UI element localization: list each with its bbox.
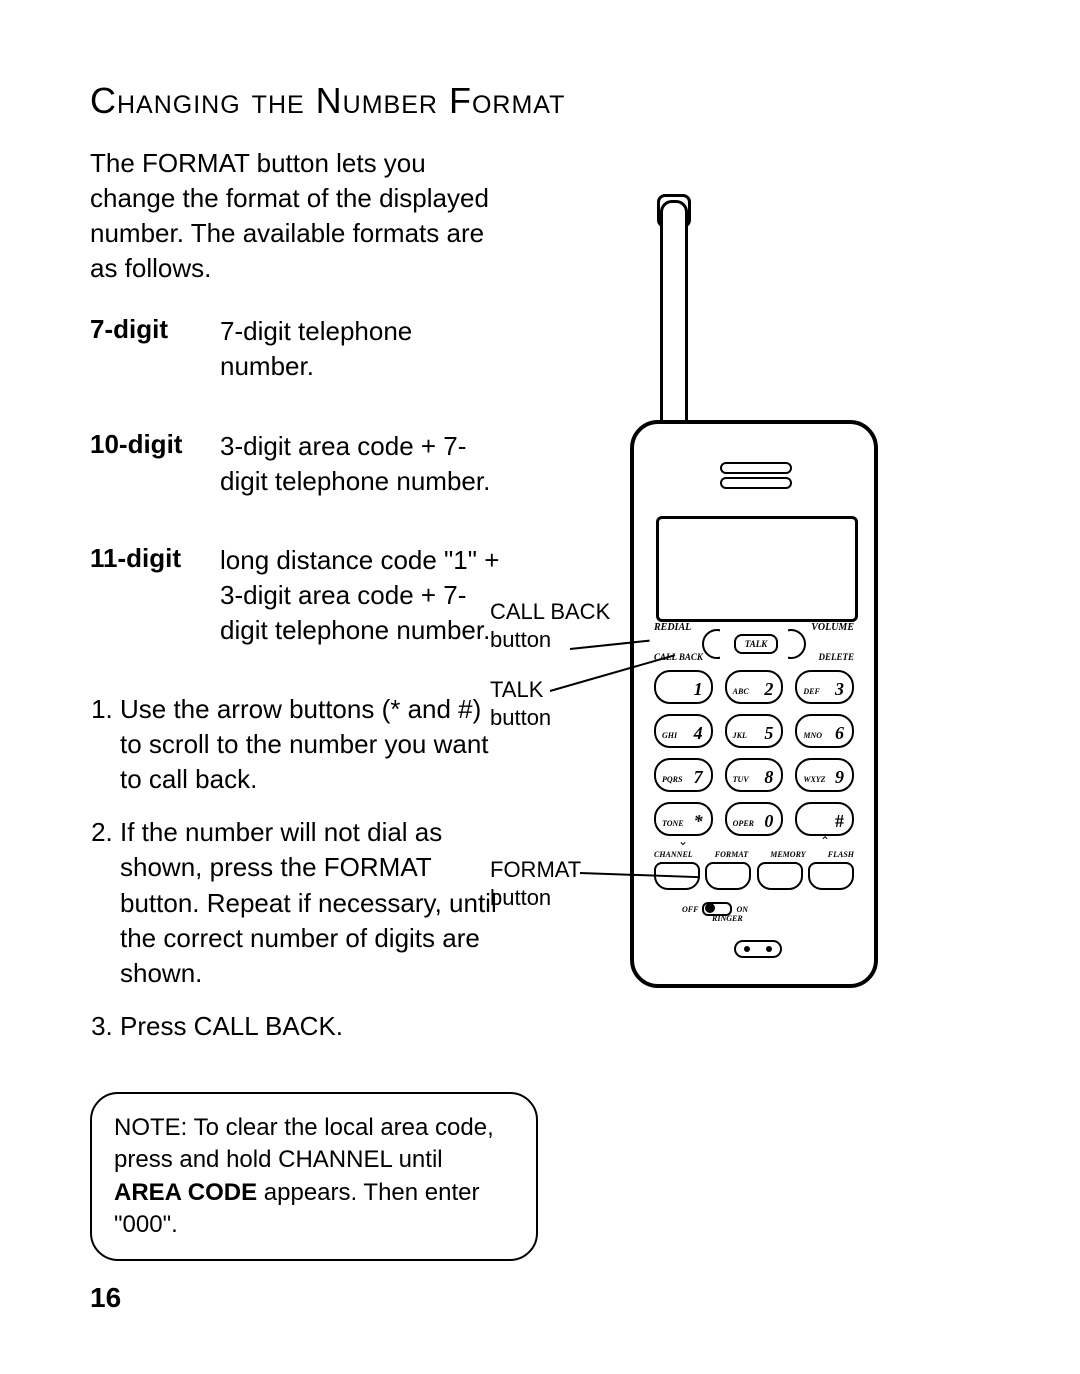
flash-button — [808, 862, 854, 890]
callout-talk: TALK button — [490, 676, 551, 731]
talk-button: TALK — [734, 634, 778, 654]
def-label-7: 7-digit — [90, 314, 220, 384]
label-format: FORMAT — [715, 850, 748, 859]
label-delete: DELETE — [818, 652, 854, 662]
note-box: NOTE: To clear the local area code, pres… — [90, 1092, 538, 1262]
key-1: 1 — [654, 670, 713, 704]
key-9: WXYZ9 — [795, 758, 854, 792]
label-channel: CHANNEL — [654, 850, 693, 859]
label-redial: REDIAL — [654, 622, 691, 633]
microphone-icon — [734, 940, 782, 958]
key-2: ABC2 — [725, 670, 784, 704]
def-desc-11: long distance code "1" + 3-digit area co… — [220, 543, 510, 648]
page-number: 16 — [90, 1282, 121, 1314]
key-6: MNO6 — [795, 714, 854, 748]
arrow-up-icon: ⌃ — [796, 834, 854, 849]
def-label-11: 11-digit — [90, 543, 220, 648]
earpiece-icon — [720, 462, 788, 488]
label-flash: FLASH — [828, 850, 854, 859]
key-7: PQRS7 — [654, 758, 713, 792]
keypad: 1 ABC2 DEF3 GHI4 JKL5 MNO6 PQRS7 TUV8 WX… — [654, 670, 854, 836]
note-bold: AREA CODE — [114, 1179, 257, 1206]
key-8: TUV8 — [725, 758, 784, 792]
key-4: GHI4 — [654, 714, 713, 748]
arrow-down-icon: ⌄ — [654, 834, 712, 849]
step-2: If the number will not dial as shown, pr… — [120, 815, 510, 990]
key-star: TONE* — [654, 802, 713, 836]
note-prefix: NOTE: To clear the local area code, pres… — [114, 1114, 494, 1173]
instruction-steps: Use the arrow buttons (* and #) to scrol… — [90, 692, 510, 1044]
key-hash: # — [795, 802, 854, 836]
key-5: JKL5 — [725, 714, 784, 748]
def-desc-10: 3-digit area code + 7-digit telephone nu… — [220, 429, 510, 499]
memory-button — [757, 862, 803, 890]
label-volume: VOLUME — [811, 622, 854, 633]
key-0: OPER0 — [725, 802, 784, 836]
ringer-label: RINGER — [712, 914, 743, 923]
def-desc-7: 7-digit telephone number. — [220, 314, 510, 384]
page-heading: Changing the Number Format — [90, 80, 990, 122]
key-3: DEF3 — [795, 670, 854, 704]
def-label-10: 10-digit — [90, 429, 220, 499]
label-memory: MEMORY — [770, 850, 805, 859]
format-definitions: 7-digit 7-digit telephone number. 10-dig… — [90, 314, 510, 648]
phone-illustration: REDIAL VOLUME TALK CALL BACK DELETE 1 AB… — [510, 200, 990, 1020]
format-button — [705, 862, 751, 890]
step-1: Use the arrow buttons (* and #) to scrol… — [120, 692, 510, 797]
intro-paragraph: The FORMAT button lets you change the fo… — [90, 146, 510, 286]
step-3: Press CALL BACK. — [120, 1009, 510, 1044]
phone-display — [656, 516, 858, 622]
callout-format: FORMAT button — [490, 856, 581, 911]
